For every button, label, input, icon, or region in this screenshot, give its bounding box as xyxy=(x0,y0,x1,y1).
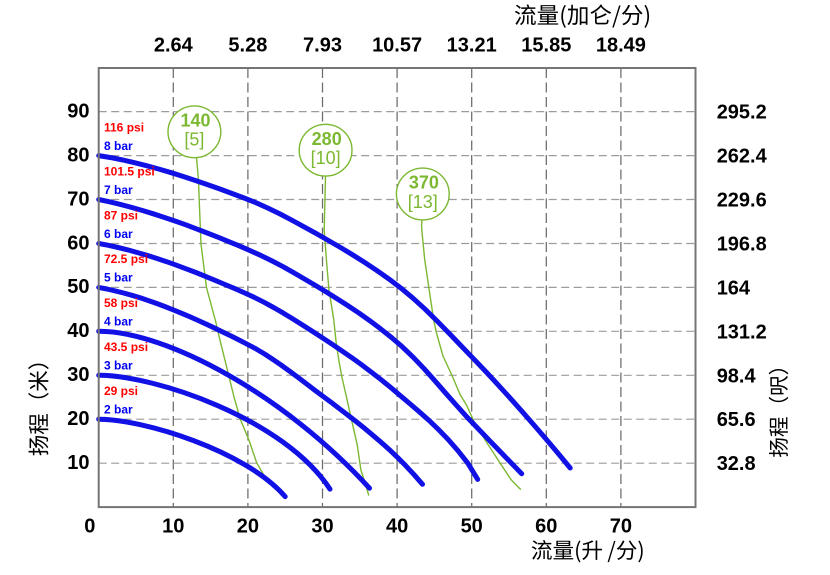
svg-text:5.28: 5.28 xyxy=(228,34,267,56)
svg-text:98.4: 98.4 xyxy=(717,365,757,387)
svg-text:50: 50 xyxy=(461,515,483,537)
svg-text:13.21: 13.21 xyxy=(447,34,497,56)
svg-text:50: 50 xyxy=(67,276,89,298)
svg-text:131.2: 131.2 xyxy=(717,321,767,343)
svg-text:87 psi: 87 psi xyxy=(104,208,138,222)
svg-text:2 bar: 2 bar xyxy=(104,403,133,417)
svg-text:[5]: [5] xyxy=(184,130,204,150)
svg-text:29 psi: 29 psi xyxy=(104,384,138,398)
svg-text:20: 20 xyxy=(67,408,89,430)
svg-text:58 psi: 58 psi xyxy=(104,296,138,310)
svg-text:90: 90 xyxy=(67,100,89,122)
svg-text:60: 60 xyxy=(67,232,89,254)
svg-text:262.4: 262.4 xyxy=(717,146,768,168)
svg-text:40: 40 xyxy=(386,515,408,537)
svg-text:2.64: 2.64 xyxy=(154,34,194,56)
svg-text:7.93: 7.93 xyxy=(303,34,342,56)
svg-text:10: 10 xyxy=(162,515,184,537)
svg-text:80: 80 xyxy=(67,144,89,166)
svg-text:70: 70 xyxy=(67,188,89,210)
svg-text:5 bar: 5 bar xyxy=(104,271,133,285)
svg-text:229.6: 229.6 xyxy=(717,190,767,212)
svg-text:10.57: 10.57 xyxy=(372,34,422,56)
svg-text:70: 70 xyxy=(610,515,632,537)
svg-text:164: 164 xyxy=(717,277,751,299)
svg-text:3 bar: 3 bar xyxy=(104,359,133,373)
svg-text:[13]: [13] xyxy=(408,192,438,212)
svg-text:40: 40 xyxy=(67,320,89,342)
svg-text:10: 10 xyxy=(67,452,89,474)
svg-text:43.5 psi: 43.5 psi xyxy=(104,340,148,354)
svg-text:8 bar: 8 bar xyxy=(104,139,133,153)
svg-text:18.49: 18.49 xyxy=(596,34,646,56)
svg-text:280: 280 xyxy=(312,129,342,149)
svg-text:4 bar: 4 bar xyxy=(104,315,133,329)
svg-text:32.8: 32.8 xyxy=(717,453,756,475)
svg-text:72.5 psi: 72.5 psi xyxy=(104,252,148,266)
svg-text:101.5 psi: 101.5 psi xyxy=(104,164,155,178)
svg-text:196.8: 196.8 xyxy=(717,234,767,256)
svg-text:15.85: 15.85 xyxy=(521,34,571,56)
svg-text:60: 60 xyxy=(535,515,557,537)
svg-text:295.2: 295.2 xyxy=(717,102,767,124)
svg-text:20: 20 xyxy=(237,515,259,537)
svg-text:6 bar: 6 bar xyxy=(104,227,133,241)
svg-text:30: 30 xyxy=(311,515,333,537)
svg-text:0: 0 xyxy=(84,515,95,537)
svg-text:116 psi: 116 psi xyxy=(104,120,144,134)
svg-text:140: 140 xyxy=(180,110,210,130)
svg-text:30: 30 xyxy=(67,364,89,386)
svg-text:370: 370 xyxy=(409,173,439,193)
svg-text:65.6: 65.6 xyxy=(717,409,756,431)
svg-text:7 bar: 7 bar xyxy=(104,183,133,197)
svg-text:[10]: [10] xyxy=(311,148,341,168)
